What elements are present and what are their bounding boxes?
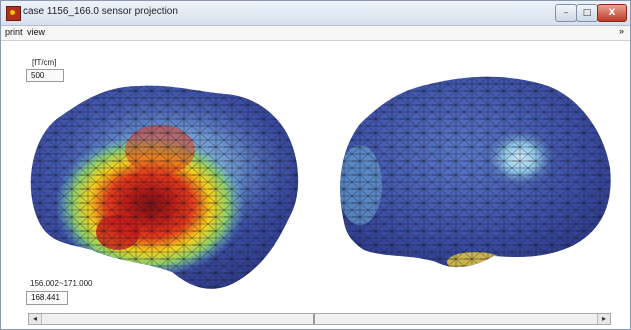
left-hemisphere-projection bbox=[30, 85, 299, 289]
scale-value-field[interactable]: 500 bbox=[26, 69, 64, 82]
menu-bar: print view » bbox=[1, 26, 630, 41]
time-range-label: 156.002~171.000 bbox=[30, 279, 93, 288]
close-button[interactable]: X bbox=[597, 4, 627, 22]
scroll-right-icon[interactable]: ▸ bbox=[597, 314, 610, 324]
scroll-thumb[interactable] bbox=[312, 314, 315, 324]
menu-print[interactable]: print bbox=[5, 27, 23, 37]
app-logo-icon bbox=[6, 6, 21, 21]
time-value-field[interactable]: 168.441 bbox=[26, 291, 68, 305]
title-bar: case 1156_166.0 sensor projection – □ X bbox=[1, 1, 630, 26]
right-hemisphere-projection bbox=[340, 76, 611, 268]
time-scrollbar[interactable]: ◂ ▸ bbox=[28, 313, 611, 325]
menu-view[interactable]: view bbox=[27, 27, 46, 37]
menu-overflow-icon[interactable]: » bbox=[618, 26, 624, 36]
window-title: case 1156_166.0 sensor projection bbox=[23, 6, 178, 17]
scale-unit-label: [fT/cm] bbox=[32, 58, 57, 67]
scroll-left-icon[interactable]: ◂ bbox=[29, 314, 42, 324]
